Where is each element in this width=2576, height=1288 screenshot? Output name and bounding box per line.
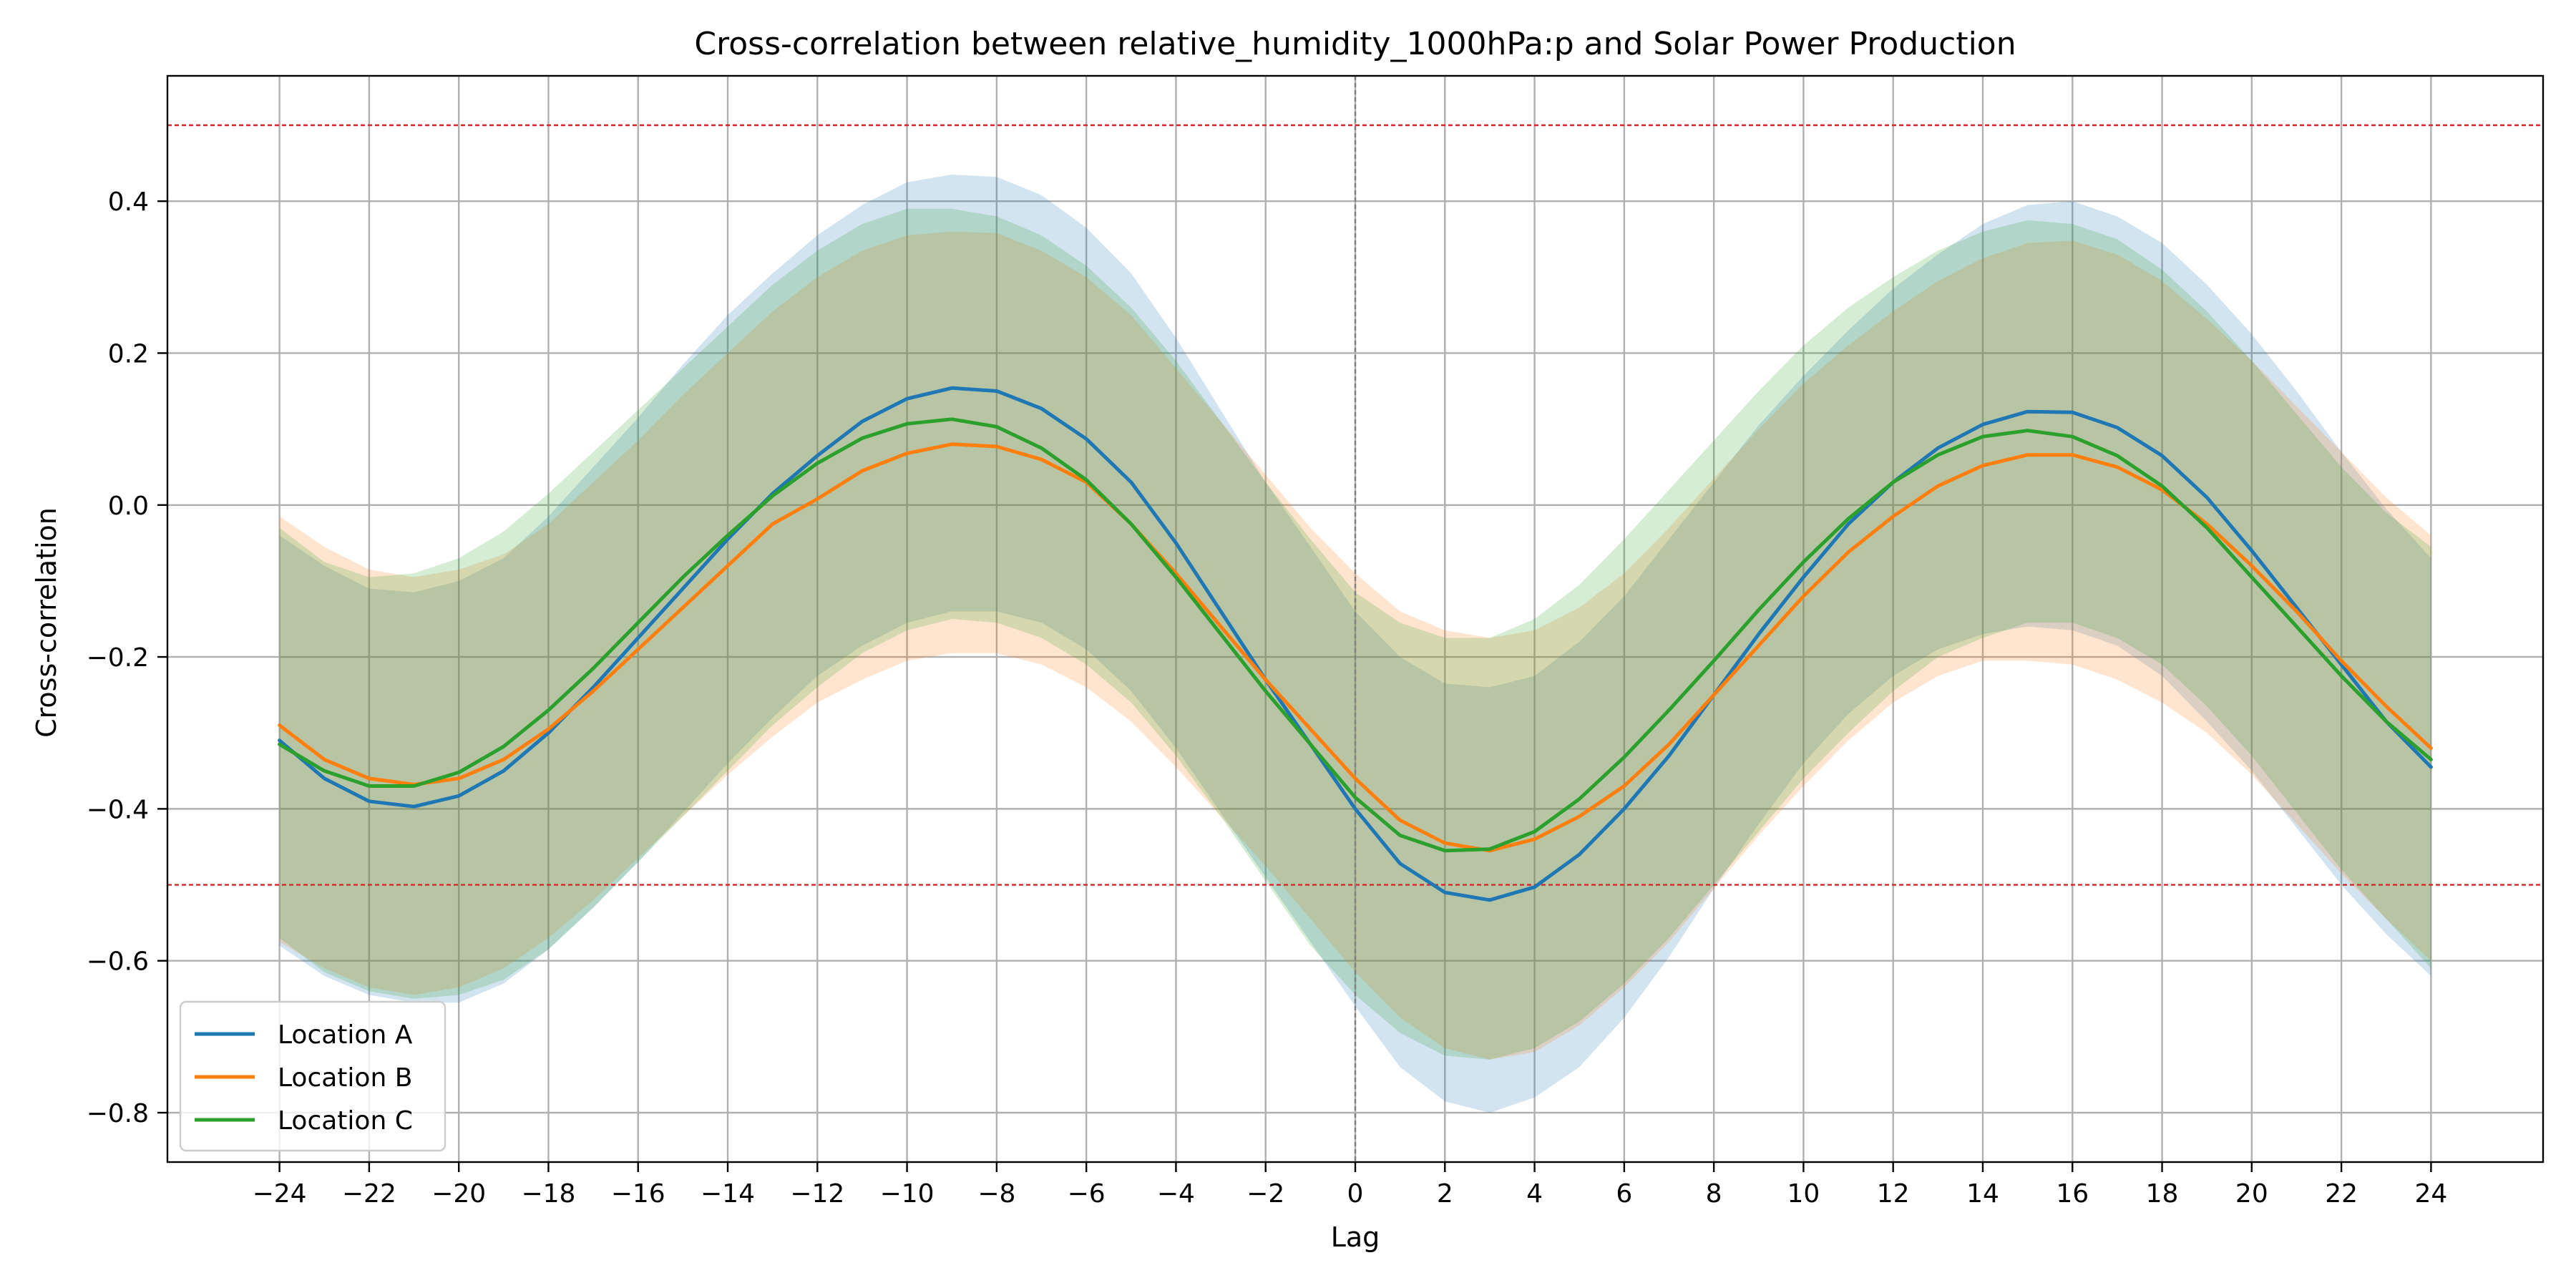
x-tick-label: 16 [2056,1179,2089,1209]
x-axis-label: Lag [1331,1221,1380,1253]
x-tick-label: 10 [1787,1179,1820,1209]
x-tick-label: −24 [253,1179,307,1209]
series-line [278,442,2433,853]
series-line [278,386,2433,902]
series-line [278,417,2433,853]
legend-label: Location C [278,1106,413,1136]
x-tick-label: 20 [2235,1179,2268,1209]
x-tick-label: 4 [1526,1179,1543,1209]
x-tick-label: −22 [342,1179,396,1209]
x-tick-label: −20 [431,1179,486,1209]
x-tick-label: 0 [1347,1179,1364,1209]
y-tick-label: −0.8 [87,1099,149,1128]
x-tick-label: 6 [1616,1179,1632,1209]
x-tick-label: 18 [2146,1179,2179,1209]
x-tick-label: 8 [1706,1179,1722,1209]
x-tick-label: 22 [2325,1179,2358,1209]
legend-label: Location A [278,1020,413,1050]
x-tick-label: −12 [790,1179,844,1209]
x-tick-label: −18 [521,1179,575,1209]
legend-box [179,1000,447,1152]
x-tick-label: 2 [1437,1179,1453,1209]
x-tick-label: −8 [977,1179,1015,1209]
x-tick-label: −16 [611,1179,665,1209]
y-tick-label: −0.6 [87,947,149,977]
legend: Location A Location B Location C [179,1000,447,1152]
y-tick-label: −0.2 [87,643,149,673]
x-tick-label: −2 [1246,1179,1284,1209]
x-tick-label: −14 [701,1179,755,1209]
y-tick-label: 0.0 [108,492,149,521]
y-tick-label: 0.2 [108,339,149,369]
x-tick-label: −6 [1068,1179,1106,1209]
x-tick-label: 24 [2414,1179,2447,1209]
x-tick-label: 14 [1966,1179,1999,1209]
x-tick-label: −10 [880,1179,935,1209]
legend-label: Location B [278,1063,412,1093]
y-axis-label: Cross-correlation [31,507,62,738]
chart-title: Cross-correlation between relative_humid… [694,26,2016,62]
confidence-band [279,231,2431,1060]
y-tick-label: −0.4 [87,795,149,824]
x-tick-label: −4 [1157,1179,1195,1209]
y-tick-label: 0.4 [108,187,149,217]
plot-area: −24 −22 −20 −18 −16 −14 −12 −10 −8 −6 −4 −2 0 2 4 6 8 10 1… [87,74,2545,1209]
x-tick-label: 12 [1877,1179,1910,1209]
